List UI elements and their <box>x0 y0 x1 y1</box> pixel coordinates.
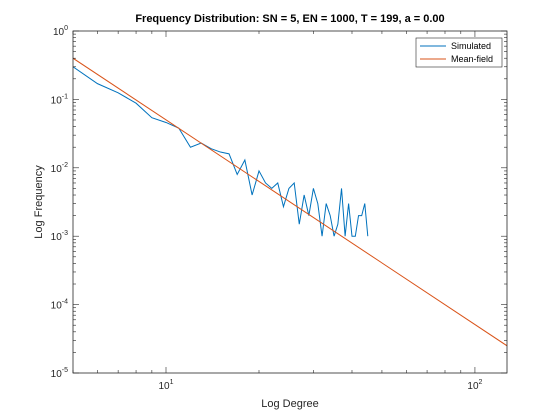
series-line-simulated <box>73 66 369 237</box>
series-line-mean-field <box>73 57 507 347</box>
axes-box <box>72 30 508 374</box>
y-tick-label: 10-4 <box>51 299 68 312</box>
legend-label-simulated: Simulated <box>451 41 491 51</box>
x-tick-label: 102 <box>467 379 482 392</box>
y-tick-label: 10-1 <box>51 93 68 106</box>
legend-box <box>415 37 503 68</box>
legend-label-mean-field: Mean-field <box>451 54 493 64</box>
y-tick-label: 10-5 <box>51 367 68 380</box>
y-axis-label: Log Frequency <box>33 165 45 239</box>
legend[interactable]: Simulated Mean-field <box>415 37 503 68</box>
y-tick-label: 10-3 <box>51 230 68 243</box>
series-layer <box>73 57 507 347</box>
y-tick-label: 10-2 <box>51 162 68 175</box>
x-axis-label: Log Degree <box>261 398 319 410</box>
y-tick-label: 100 <box>53 25 68 38</box>
chart-title: Frequency Distribution: SN = 5, EN = 100… <box>135 13 444 25</box>
ticks-layer: 101 102 10-5 10-4 10-3 10-2 10-1 100 <box>51 25 507 392</box>
x-tick-label: 101 <box>158 379 173 392</box>
